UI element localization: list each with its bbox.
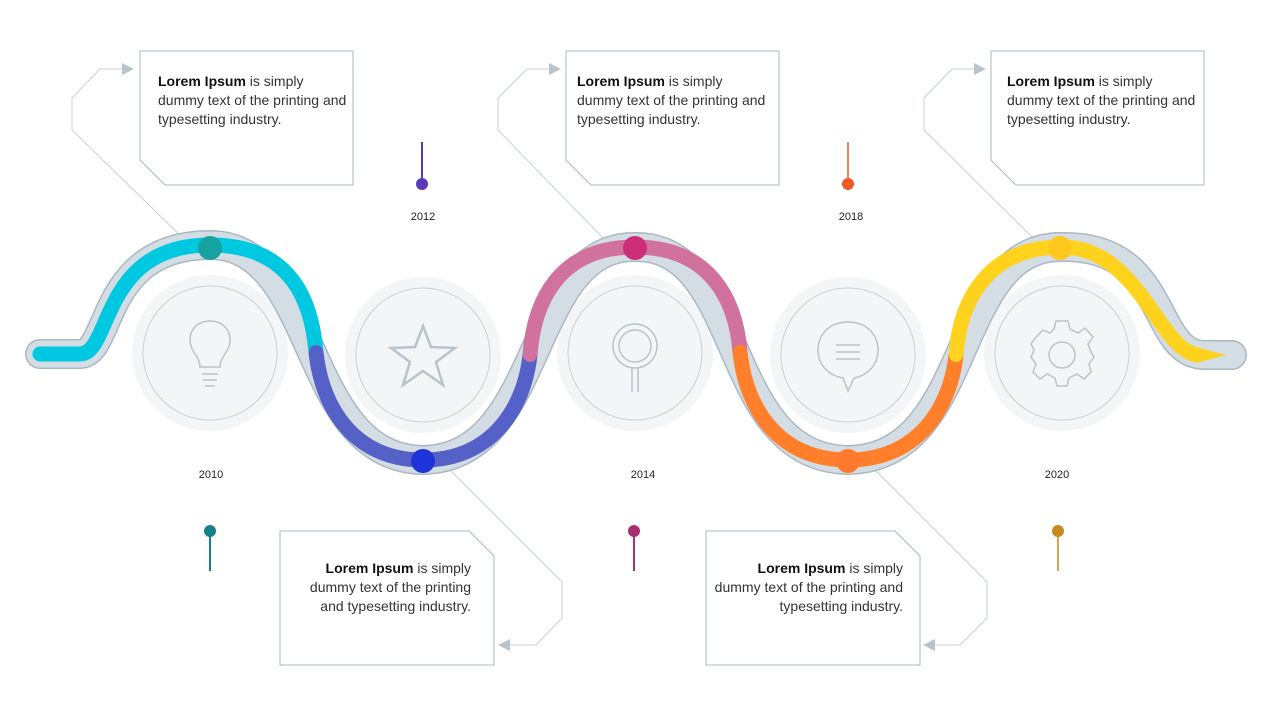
milestone-dot-2020 bbox=[1048, 236, 1072, 260]
callout-bold: Lorem Ipsum bbox=[577, 73, 665, 89]
segment-joints bbox=[309, 345, 963, 362]
callout-frame-2012 bbox=[279, 530, 495, 666]
connector-lines bbox=[71, 68, 1041, 646]
connector-2018 bbox=[869, 464, 988, 646]
callout-frame-2010 bbox=[139, 50, 354, 186]
milestone-dots bbox=[198, 236, 1072, 473]
callout-text: is simply dummy text of the printing and… bbox=[714, 560, 903, 614]
callout-bold: Lorem Ipsum bbox=[757, 560, 846, 576]
callout-2020: Lorem Ipsum is simply dummy text of the … bbox=[1007, 72, 1197, 129]
callout-frame-2018 bbox=[705, 530, 921, 666]
connector-arrows bbox=[122, 63, 986, 651]
year-label-2012: 2012 bbox=[410, 211, 436, 223]
connector-2020 bbox=[923, 68, 1041, 246]
callout-2018: Lorem Ipsum is simply dummy text of the … bbox=[712, 559, 903, 616]
star-icon bbox=[387, 322, 459, 389]
connector-2014 bbox=[497, 68, 606, 241]
year-label-2014: 2014 bbox=[630, 469, 656, 481]
callout-2012: Lorem Ipsum is simply dummy text of the … bbox=[283, 559, 471, 616]
year-label-2020: 2020 bbox=[1044, 469, 1070, 481]
pin-2018 bbox=[842, 142, 854, 190]
pin-2010 bbox=[204, 525, 216, 571]
callout-frame-2014 bbox=[565, 50, 780, 186]
pin-2012 bbox=[416, 142, 428, 190]
icon-circles bbox=[132, 275, 1140, 433]
connector-2012 bbox=[444, 464, 563, 646]
milestone-dot-2014 bbox=[623, 236, 647, 260]
callout-text: is simply dummy text of the printing and… bbox=[158, 73, 347, 127]
milestone-dot-2010 bbox=[198, 236, 222, 260]
year-pins bbox=[204, 142, 1064, 571]
magnifier-icon bbox=[612, 323, 658, 392]
lightbulb-icon bbox=[189, 320, 231, 387]
callout-text: is simply dummy text of the printing and… bbox=[309, 560, 471, 614]
callout-frames bbox=[139, 50, 1205, 666]
year-label-2018: 2018 bbox=[838, 211, 864, 223]
callout-text: is simply dummy text of the printing and… bbox=[1007, 73, 1196, 127]
pin-2020 bbox=[1052, 525, 1064, 571]
callout-text: is simply dummy text of the printing and… bbox=[577, 73, 766, 127]
callout-2014: Lorem Ipsum is simply dummy text of the … bbox=[577, 72, 767, 129]
callout-bold: Lorem Ipsum bbox=[1007, 73, 1095, 89]
connector-2010 bbox=[71, 68, 191, 246]
callout-2010: Lorem Ipsum is simply dummy text of the … bbox=[158, 72, 348, 129]
pin-2014 bbox=[628, 525, 640, 571]
year-label-2010: 2010 bbox=[198, 469, 224, 481]
callout-bold: Lorem Ipsum bbox=[325, 560, 414, 576]
gear-icon bbox=[1030, 320, 1095, 387]
callout-bold: Lorem Ipsum bbox=[158, 73, 246, 89]
arrow-tip bbox=[1196, 347, 1226, 363]
callout-frame-2020 bbox=[990, 50, 1205, 186]
milestone-dot-2012 bbox=[411, 449, 435, 473]
chat-bubble-icon bbox=[817, 321, 879, 393]
milestone-dot-2018 bbox=[836, 449, 860, 473]
